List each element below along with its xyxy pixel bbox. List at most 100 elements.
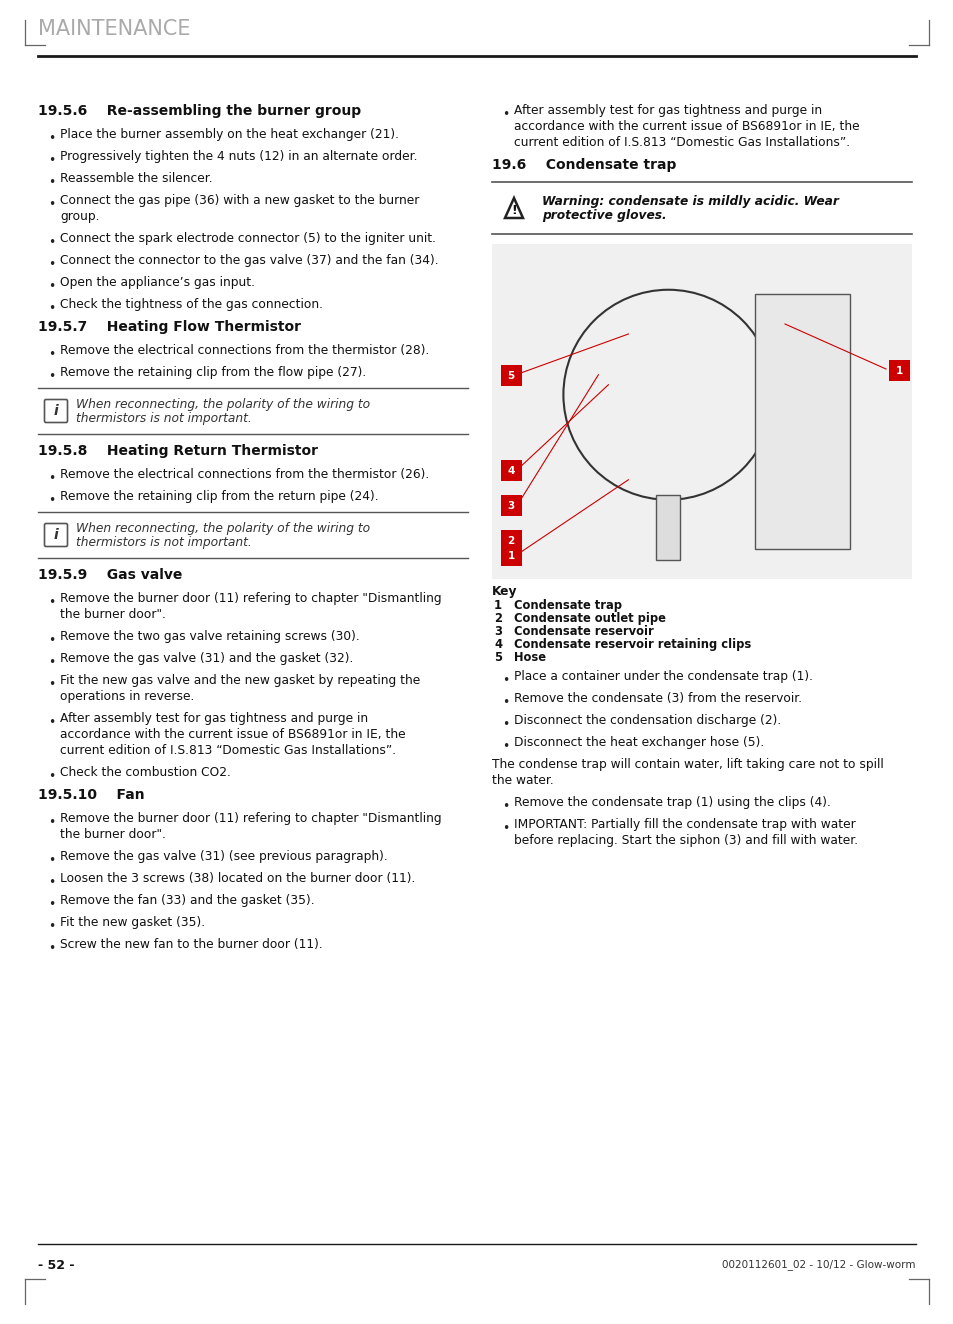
Polygon shape (504, 199, 522, 218)
Text: •: • (48, 655, 55, 669)
Text: •: • (48, 941, 55, 955)
Text: 3: 3 (494, 625, 501, 638)
Bar (500, 530, 521, 551)
Text: •: • (48, 176, 55, 189)
Text: current edition of I.S.813 “Domestic Gas Installations”.: current edition of I.S.813 “Domestic Gas… (514, 136, 849, 150)
Text: accordance with the current issue of BS6891or in IE, the: accordance with the current issue of BS6… (514, 120, 859, 132)
Text: 1: 1 (895, 365, 902, 376)
Text: Remove the gas valve (31) and the gasket (32).: Remove the gas valve (31) and the gasket… (60, 651, 353, 665)
Text: When reconnecting, the polarity of the wiring to: When reconnecting, the polarity of the w… (76, 522, 370, 535)
Text: •: • (48, 678, 55, 691)
Text: •: • (501, 674, 509, 687)
Text: 19.5.10    Fan: 19.5.10 Fan (38, 788, 145, 802)
Text: the burner door".: the burner door". (60, 608, 166, 621)
Text: •: • (48, 634, 55, 647)
Text: •: • (48, 279, 55, 293)
Text: Disconnect the condensation discharge (2).: Disconnect the condensation discharge (2… (514, 714, 781, 727)
Text: After assembly test for gas tightness and purge in: After assembly test for gas tightness an… (514, 105, 821, 117)
Text: i: i (53, 528, 58, 542)
Text: 4: 4 (507, 466, 515, 477)
Text: IMPORTANT: Partially fill the condensate trap with water: IMPORTANT: Partially fill the condensate… (514, 818, 855, 831)
Text: •: • (48, 596, 55, 609)
Text: - 52 -: - 52 - (38, 1259, 74, 1272)
Text: When reconnecting, the polarity of the wiring to: When reconnecting, the polarity of the w… (76, 399, 370, 410)
Text: Remove the burner door (11) refering to chapter "Dismantling: Remove the burner door (11) refering to … (60, 592, 441, 605)
Text: •: • (48, 920, 55, 933)
Text: MAINTENANCE: MAINTENANCE (38, 19, 191, 38)
Text: Remove the two gas valve retaining screws (30).: Remove the two gas valve retaining screw… (60, 630, 359, 643)
Text: Remove the gas valve (31) (see previous paragraph).: Remove the gas valve (31) (see previous … (60, 850, 387, 863)
Bar (500, 365, 521, 387)
Bar (500, 495, 521, 516)
Text: 5: 5 (494, 651, 501, 665)
Text: •: • (48, 154, 55, 167)
Text: 19.6    Condensate trap: 19.6 Condensate trap (492, 158, 676, 172)
Text: •: • (48, 898, 55, 911)
Bar (500, 545, 521, 565)
Bar (888, 360, 909, 381)
Text: Warning: condensate is mildly acidic. Wear: Warning: condensate is mildly acidic. We… (541, 195, 838, 208)
Text: operations in reverse.: operations in reverse. (60, 690, 194, 703)
Text: •: • (501, 800, 509, 813)
Text: Connect the gas pipe (36) with a new gasket to the burner: Connect the gas pipe (36) with a new gas… (60, 195, 419, 207)
Text: the water.: the water. (492, 775, 553, 786)
Text: •: • (48, 816, 55, 829)
Text: Condensate outlet pipe: Condensate outlet pipe (514, 612, 665, 625)
Text: 4: 4 (494, 638, 501, 651)
Text: Remove the burner door (11) refering to chapter "Dismantling: Remove the burner door (11) refering to … (60, 812, 441, 825)
Text: 5: 5 (507, 371, 514, 381)
Text: •: • (48, 348, 55, 361)
Text: •: • (501, 696, 509, 708)
Bar (492, 244, 911, 579)
Text: Remove the condensate trap (1) using the clips (4).: Remove the condensate trap (1) using the… (514, 796, 830, 809)
Text: Fit the new gas valve and the new gasket by repeating the: Fit the new gas valve and the new gasket… (60, 674, 420, 687)
Text: •: • (48, 258, 55, 271)
Text: •: • (501, 740, 509, 753)
Text: Remove the retaining clip from the return pipe (24).: Remove the retaining clip from the retur… (60, 490, 378, 503)
Text: Remove the condensate (3) from the reservoir.: Remove the condensate (3) from the reser… (514, 692, 801, 704)
Text: accordance with the current issue of BS6891or in IE, the: accordance with the current issue of BS6… (60, 728, 405, 741)
Text: Place a container under the condensate trap (1).: Place a container under the condensate t… (514, 670, 812, 683)
Text: 1: 1 (494, 598, 501, 612)
Text: •: • (501, 109, 509, 120)
Text: Disconnect the heat exchanger hose (5).: Disconnect the heat exchanger hose (5). (514, 736, 763, 749)
Text: •: • (48, 302, 55, 315)
Text: thermistors is not important.: thermistors is not important. (76, 412, 252, 425)
Text: 19.5.9    Gas valve: 19.5.9 Gas valve (38, 568, 182, 583)
Text: current edition of I.S.813 “Domestic Gas Installations”.: current edition of I.S.813 “Domestic Gas… (60, 744, 395, 757)
Text: Condensate reservoir: Condensate reservoir (514, 625, 653, 638)
FancyBboxPatch shape (45, 523, 68, 547)
Text: •: • (501, 822, 509, 835)
Text: 19.5.8    Heating Return Thermistor: 19.5.8 Heating Return Thermistor (38, 444, 317, 458)
Text: •: • (48, 854, 55, 867)
Text: 1: 1 (507, 551, 514, 561)
Text: •: • (48, 876, 55, 888)
Text: Remove the electrical connections from the thermistor (26).: Remove the electrical connections from t… (60, 467, 429, 481)
Text: thermistors is not important.: thermistors is not important. (76, 536, 252, 549)
Text: Fit the new gasket (35).: Fit the new gasket (35). (60, 916, 205, 929)
Text: Connect the connector to the gas valve (37) and the fan (34).: Connect the connector to the gas valve (… (60, 254, 438, 267)
Text: After assembly test for gas tightness and purge in: After assembly test for gas tightness an… (60, 712, 368, 726)
Text: protective gloves.: protective gloves. (541, 209, 666, 222)
Text: •: • (48, 199, 55, 211)
Text: before replacing. Start the siphon (3) and fill with water.: before replacing. Start the siphon (3) a… (514, 834, 858, 847)
Bar (656, 495, 679, 560)
Text: Remove the fan (33) and the gasket (35).: Remove the fan (33) and the gasket (35). (60, 894, 314, 907)
Text: Remove the electrical connections from the thermistor (28).: Remove the electrical connections from t… (60, 344, 429, 357)
Text: Condensate reservoir retaining clips: Condensate reservoir retaining clips (514, 638, 750, 651)
Text: Reassemble the silencer.: Reassemble the silencer. (60, 172, 213, 185)
Text: •: • (48, 236, 55, 249)
Text: i: i (53, 404, 58, 418)
Text: group.: group. (60, 211, 99, 222)
Text: 0020112601_02 - 10/12 - Glow-worm: 0020112601_02 - 10/12 - Glow-worm (721, 1259, 915, 1270)
Text: 19.5.6    Re-assembling the burner group: 19.5.6 Re-assembling the burner group (38, 105, 361, 118)
Text: Place the burner assembly on the heat exchanger (21).: Place the burner assembly on the heat ex… (60, 128, 398, 140)
Text: Open the appliance’s gas input.: Open the appliance’s gas input. (60, 275, 254, 289)
Text: Connect the spark electrode connector (5) to the igniter unit.: Connect the spark electrode connector (5… (60, 232, 436, 245)
Text: •: • (48, 771, 55, 782)
Text: Screw the new fan to the burner door (11).: Screw the new fan to the burner door (11… (60, 937, 322, 951)
Text: Key: Key (492, 585, 517, 598)
Text: Progressively tighten the 4 nuts (12) in an alternate order.: Progressively tighten the 4 nuts (12) in… (60, 150, 417, 163)
Text: •: • (48, 471, 55, 485)
Text: Condensate trap: Condensate trap (514, 598, 621, 612)
